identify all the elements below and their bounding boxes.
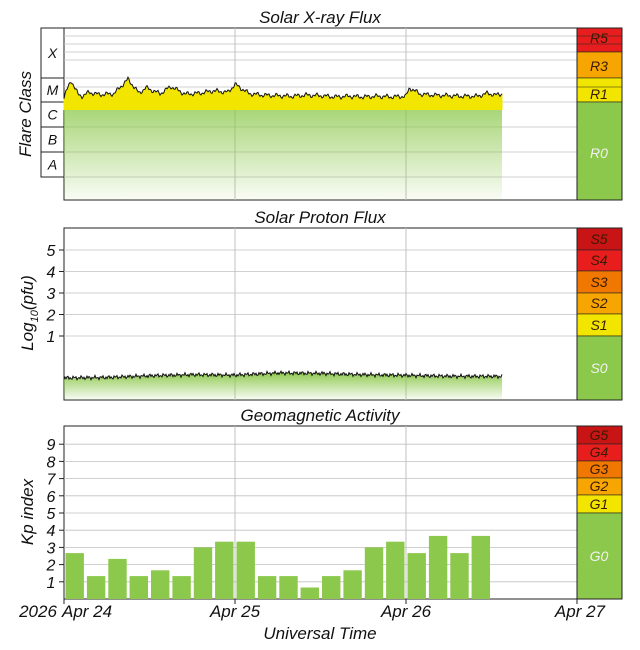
proton-ytick-label: 5 xyxy=(47,243,56,260)
kp-bar xyxy=(129,576,148,599)
xray-scale-box-r5 xyxy=(576,27,623,53)
kp-ytick-label: 2 xyxy=(46,558,56,575)
kp-bar xyxy=(108,558,127,599)
kp-plot-area xyxy=(63,425,578,600)
kp-ytick-label: 4 xyxy=(47,523,56,540)
proton-title: Solar Proton Flux xyxy=(254,208,386,227)
proton-scale-label-s2: S2 xyxy=(590,295,607,311)
kp-bar xyxy=(471,535,490,599)
kp-ytick-label: 3 xyxy=(47,540,56,557)
xray-scale-frame xyxy=(576,27,623,201)
kp-ytick-label: 1 xyxy=(47,575,56,592)
kp-bar xyxy=(215,541,234,599)
kp-bar xyxy=(86,576,106,599)
kp-bar xyxy=(386,541,405,599)
kp-bar xyxy=(450,553,469,599)
kp-scale-frame xyxy=(576,425,623,600)
kp-scale-label-g4: G4 xyxy=(590,444,609,460)
kp-bar xyxy=(193,547,213,599)
xray-class-label-x: X xyxy=(47,45,58,61)
x-axis-tick-label: Apr 26 xyxy=(380,602,432,621)
kp-bar xyxy=(322,576,341,599)
proton-ytick-label: 2 xyxy=(46,308,56,325)
x-axis-year: 2026 xyxy=(18,602,57,621)
xray-flux-line xyxy=(63,76,503,101)
proton-scale-frame xyxy=(576,227,623,401)
xray-class-label-c: C xyxy=(47,107,58,123)
xray-scale-box-r1 xyxy=(576,77,623,103)
x-axis-label: Universal Time xyxy=(263,624,376,643)
kp-scale-label-g1: G1 xyxy=(590,496,609,512)
kp-bar xyxy=(428,535,448,599)
proton-scale-label-s4: S4 xyxy=(590,252,607,268)
kp-bar xyxy=(407,553,426,599)
xray-class-label-b: B xyxy=(48,132,57,148)
proton-scale-label-s5: S5 xyxy=(590,231,607,247)
xray-scale-box-r3 xyxy=(576,51,623,79)
kp-bar xyxy=(279,576,298,599)
kp-bar xyxy=(300,587,319,599)
kp-scale-box-g0 xyxy=(576,512,623,600)
xray-ylabel: Flare Class xyxy=(16,71,35,157)
kp-scale-label-g2: G2 xyxy=(590,478,609,494)
xray-scale-label-r0: R0 xyxy=(590,145,608,161)
kp-ytick-label: 8 xyxy=(47,454,56,471)
kp-bar xyxy=(65,553,84,599)
kp-bar xyxy=(172,576,191,599)
xray-scale-label-r3: R3 xyxy=(590,58,608,74)
kp-ytick-label: 9 xyxy=(47,437,56,454)
proton-scale-label-s3: S3 xyxy=(590,274,607,290)
proton-scale-label-s0: S0 xyxy=(590,360,607,376)
x-axis-tick-label: Apr 24 xyxy=(61,602,112,621)
proton-plot-area xyxy=(63,227,578,401)
proton-scale-label-s1: S1 xyxy=(590,317,607,333)
proton-ytick-label: 3 xyxy=(47,286,56,303)
kp-scale-label-g0: G0 xyxy=(590,548,609,564)
kp-bar xyxy=(343,570,362,599)
x-axis-tick-label: Apr 27 xyxy=(554,602,606,621)
kp-bar xyxy=(236,541,255,599)
kp-ylabel: Kp index xyxy=(18,478,37,545)
xray-class-label-a: A xyxy=(47,157,57,173)
kp-title: Geomagnetic Activity xyxy=(240,406,401,425)
kp-ytick-label: 7 xyxy=(47,472,57,489)
kp-scale-label-g5: G5 xyxy=(590,427,609,443)
kp-bar xyxy=(151,570,170,599)
proton-flux-fill xyxy=(64,371,502,400)
kp-bar xyxy=(364,547,384,599)
xray-scale-label-r1: R1 xyxy=(590,86,608,102)
xray-scale-box-r0 xyxy=(576,101,623,201)
xray-class-label-m: M xyxy=(47,82,59,98)
kp-ytick-label: 6 xyxy=(47,489,56,506)
kp-scale-label-g3: G3 xyxy=(590,461,609,477)
proton-ytick-label: 1 xyxy=(47,329,56,346)
xray-title: Solar X-ray Flux xyxy=(259,8,381,27)
proton-flux-line xyxy=(63,369,503,381)
proton-ylabel: Log10(pfu) xyxy=(18,275,41,351)
kp-bar xyxy=(257,576,277,599)
xray-scale-label-r5: R5 xyxy=(590,30,608,46)
x-axis-tick-label: Apr 25 xyxy=(209,602,261,621)
proton-ytick-label: 4 xyxy=(47,265,56,282)
kp-ytick-label: 5 xyxy=(47,506,56,523)
